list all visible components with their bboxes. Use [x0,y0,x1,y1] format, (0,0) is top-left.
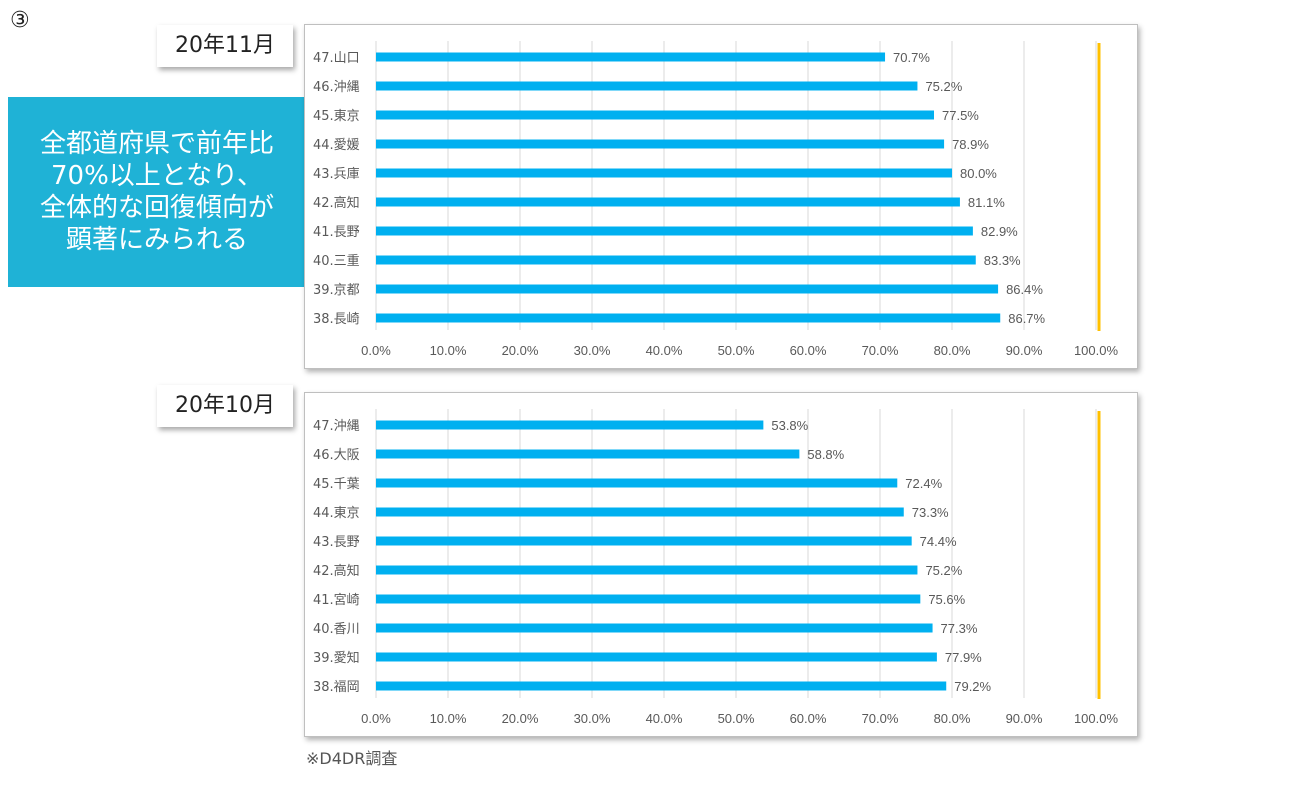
category-label: 47.沖縄 [313,419,360,434]
data-label: 53.8% [771,418,808,433]
category-label: 41.宮崎 [313,592,360,608]
x-tick-label: 80.0% [934,711,971,726]
bar [376,594,921,604]
x-tick-label: 0.0% [361,343,391,358]
data-label: 74.4% [920,534,957,549]
bar [376,478,898,488]
bar [376,255,976,265]
x-tick-label: 100.0% [1074,343,1119,358]
x-tick-label: 100.0% [1074,711,1119,726]
category-label: 40.三重 [313,253,360,269]
bar [376,226,973,236]
bar [376,284,999,294]
data-label: 83.3% [984,253,1021,268]
summary-callout: 全都道府県で前年比 70%以上となり、 全体的な回復傾向が 顕著にみられる [8,97,306,287]
bar [376,565,918,575]
x-tick-label: 80.0% [934,343,971,358]
category-label: 44.東京 [313,505,360,521]
bar [376,139,945,149]
data-label: 75.6% [928,592,965,607]
chart-nov: 0.0% 10.0% 20.0% 30.0% 40.0% 50.0% 60.0% 70.0% 8… [304,24,1138,369]
summary-callout-text: 全都道府県で前年比 70%以上となり、 全体的な回復傾向が 顕著にみられる [39,129,274,255]
data-label: 86.7% [1008,311,1045,326]
bar [376,313,1001,323]
x-tick-label: 70.0% [862,343,899,358]
bar [376,449,800,459]
x-tick-label: 10.0% [430,343,467,358]
category-label: 42.高知 [313,195,360,211]
x-tick-label: 40.0% [646,343,683,358]
x-tick-label: 10.0% [430,711,467,726]
category-label: 40.香川 [313,622,360,637]
data-label: 58.8% [807,447,844,462]
category-label: 46.沖縄 [313,80,360,95]
category-label: 42.高知 [313,563,360,579]
period-label-oct: 20年10月 [157,385,293,427]
category-label: 45.千葉 [313,477,360,492]
bar [376,536,912,546]
data-label: 80.0% [960,166,997,181]
data-label: 77.9% [945,650,982,665]
x-tick-label: 20.0% [502,711,539,726]
category-label: 43.兵庫 [313,167,360,182]
x-tick-label: 90.0% [1006,711,1043,726]
x-tick-label: 30.0% [574,343,611,358]
category-label: 39.京都 [313,283,360,298]
chart-oct: 0.0% 10.0% 20.0% 30.0% 40.0% 50.0% 60.0% 70.0% 8… [304,392,1138,737]
x-tick-label: 50.0% [718,343,755,358]
bar [376,197,960,207]
data-label: 86.4% [1006,282,1043,297]
data-label: 79.2% [954,679,991,694]
bar [376,507,904,517]
chart-svg: 0.0% 10.0% 20.0% 30.0% 40.0% 50.0% 60.0% 70.0% 8… [313,409,1119,726]
category-label: 38.福岡 [313,680,360,695]
x-tick-label: 90.0% [1006,343,1043,358]
x-tick-label: 50.0% [718,711,755,726]
category-label: 45.東京 [313,108,360,124]
category-label: 39.愛知 [313,650,360,666]
x-tick-label: 30.0% [574,711,611,726]
category-label: 46.大阪 [313,448,360,463]
bar [376,652,937,662]
chart-svg: 0.0% 10.0% 20.0% 30.0% 40.0% 50.0% 60.0% 70.0% 8… [313,41,1119,358]
data-label: 81.1% [968,195,1005,210]
bar [376,681,947,691]
x-tick-label: 60.0% [790,711,827,726]
x-tick-label: 70.0% [862,711,899,726]
data-label: 82.9% [981,224,1018,239]
data-label: 77.5% [942,108,979,123]
bar [376,420,764,430]
bar [376,81,918,91]
data-label: 72.4% [905,476,942,491]
bar [376,110,934,120]
x-tick-label: 20.0% [502,343,539,358]
category-label: 44.愛媛 [313,138,360,153]
bar [376,623,933,633]
bar [376,52,886,62]
data-label: 75.2% [925,563,962,578]
data-label: 73.3% [912,505,949,520]
x-tick-label: 40.0% [646,711,683,726]
category-label: 41.長野 [313,225,360,240]
data-label: 77.3% [941,621,978,636]
x-tick-label: 60.0% [790,343,827,358]
data-label: 70.7% [893,50,930,65]
bar [376,168,952,178]
slide-number: ③ [10,8,30,33]
period-label-nov: 20年11月 [157,25,293,67]
category-label: 38.長崎 [313,312,360,327]
data-label: 78.9% [952,137,989,152]
x-tick-label: 0.0% [361,711,391,726]
data-label: 75.2% [925,79,962,94]
source-note: ※D4DR調査 [306,749,398,768]
category-label: 47.山口 [313,51,360,66]
category-label: 43.長野 [313,535,360,550]
